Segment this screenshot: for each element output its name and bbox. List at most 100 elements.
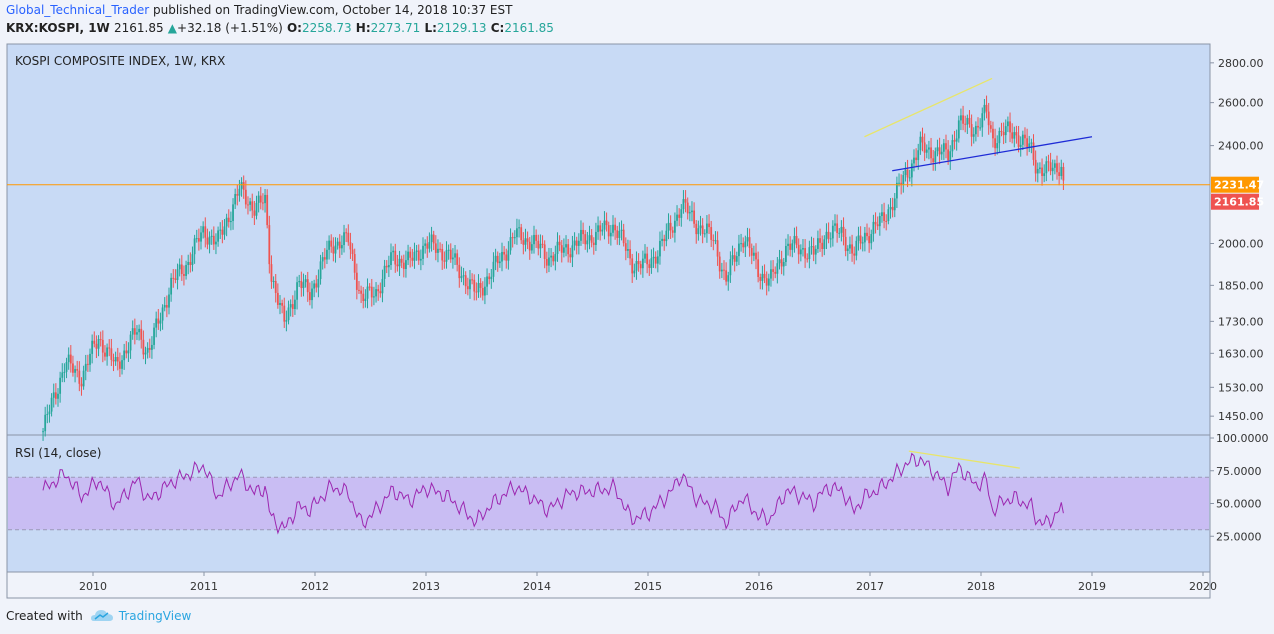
price-divergence-line[interactable] bbox=[864, 77, 993, 138]
candle-body bbox=[968, 117, 971, 125]
candle-body bbox=[125, 350, 128, 354]
candle-body bbox=[936, 147, 939, 152]
candle-body bbox=[825, 231, 828, 240]
time-axis[interactable] bbox=[6, 571, 1211, 599]
candle-body bbox=[727, 275, 730, 282]
candle-body bbox=[155, 318, 158, 328]
candle-body bbox=[949, 151, 952, 161]
candle-body bbox=[110, 348, 113, 360]
candle-body bbox=[407, 251, 409, 261]
candle-body bbox=[808, 247, 811, 260]
candle-body bbox=[157, 318, 160, 324]
trendline[interactable] bbox=[892, 136, 1093, 172]
candle-body bbox=[57, 393, 59, 399]
candle-body bbox=[748, 237, 751, 248]
candle-body bbox=[716, 240, 719, 257]
low-label: L: bbox=[424, 21, 437, 35]
rsi-band bbox=[8, 477, 1209, 530]
candle-body bbox=[170, 277, 173, 295]
candle-body bbox=[571, 245, 574, 258]
candle-body bbox=[445, 250, 448, 262]
candle-body bbox=[533, 234, 535, 245]
candle-body bbox=[567, 244, 570, 255]
candle-body bbox=[863, 232, 866, 243]
candle-body bbox=[893, 198, 896, 211]
candle-body bbox=[419, 258, 422, 261]
candle-body bbox=[633, 270, 636, 274]
candle-body bbox=[708, 223, 710, 228]
candle-body bbox=[866, 232, 868, 237]
candle-body bbox=[451, 257, 454, 260]
candle-body bbox=[1036, 168, 1039, 174]
rsi-divergence-line[interactable] bbox=[908, 450, 1020, 469]
resistance-price-label: 2231.47 bbox=[1214, 179, 1264, 192]
author-link[interactable]: Global_Technical_Trader bbox=[6, 3, 150, 17]
candle-body bbox=[970, 124, 973, 137]
price-tick-label: 2800.00 bbox=[1218, 57, 1264, 70]
candle-body bbox=[242, 182, 245, 190]
candle-body bbox=[876, 224, 879, 227]
rsi-tick-label: 25.0000 bbox=[1216, 530, 1262, 543]
candle-body bbox=[377, 289, 380, 292]
candle-body bbox=[114, 357, 117, 362]
candle-body bbox=[415, 250, 418, 252]
time-tick-label: 2012 bbox=[301, 580, 329, 593]
candle-body bbox=[821, 242, 824, 249]
tradingview-brand-link[interactable]: TradingView bbox=[118, 609, 192, 623]
candle-body bbox=[358, 289, 360, 291]
footer: Created with TradingView bbox=[6, 609, 191, 623]
candle-body bbox=[86, 363, 89, 365]
candle-body bbox=[223, 226, 226, 235]
candle-body bbox=[449, 249, 452, 260]
candle-body bbox=[123, 350, 126, 361]
candle-body bbox=[817, 238, 819, 249]
candle-body bbox=[454, 253, 456, 258]
candle-body bbox=[831, 225, 834, 239]
candle-body bbox=[682, 199, 685, 210]
candle-body bbox=[1056, 163, 1058, 173]
candle-body bbox=[627, 249, 629, 251]
candle-body bbox=[383, 265, 386, 279]
candle-body bbox=[661, 238, 663, 241]
candle-body bbox=[95, 343, 98, 349]
candle-body bbox=[281, 302, 284, 306]
candle-body bbox=[253, 210, 256, 216]
created-with-text: Created with bbox=[6, 609, 83, 623]
candle-body bbox=[462, 275, 465, 277]
candle-body bbox=[987, 111, 990, 126]
candle-body bbox=[757, 259, 760, 278]
candle-body bbox=[353, 254, 356, 273]
last-price-tag bbox=[1211, 193, 1259, 210]
candle-body bbox=[332, 246, 335, 254]
candle-body bbox=[347, 232, 350, 243]
candle-body bbox=[244, 189, 247, 205]
candle-body bbox=[919, 136, 922, 151]
price-axis[interactable] bbox=[1210, 44, 1273, 572]
candle-body bbox=[520, 227, 523, 241]
candle-body bbox=[477, 282, 480, 293]
price-tick-label: 2600.00 bbox=[1218, 97, 1264, 110]
candle-body bbox=[565, 244, 567, 248]
candle-body bbox=[844, 236, 847, 252]
candle-body bbox=[398, 258, 401, 267]
candle-body bbox=[441, 248, 444, 261]
candle-body bbox=[153, 327, 155, 345]
candle-body bbox=[104, 352, 106, 357]
time-tick-label: 2011 bbox=[190, 580, 218, 593]
candle-body bbox=[548, 257, 550, 266]
candle-body bbox=[921, 136, 924, 143]
candle-body bbox=[648, 264, 651, 268]
candle-body bbox=[966, 117, 969, 125]
resistance-price-tag bbox=[1211, 176, 1259, 193]
price-tick-label: 1450.00 bbox=[1218, 410, 1264, 423]
candle-body bbox=[945, 143, 947, 150]
candle-body bbox=[50, 397, 53, 412]
candle-body bbox=[1009, 121, 1011, 133]
candle-body bbox=[138, 328, 141, 333]
candle-body bbox=[42, 431, 44, 433]
candle-body bbox=[349, 242, 352, 250]
candle-body bbox=[518, 227, 520, 229]
candle-body bbox=[225, 217, 228, 227]
candle-body bbox=[932, 158, 935, 163]
